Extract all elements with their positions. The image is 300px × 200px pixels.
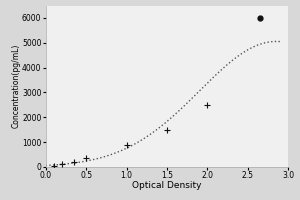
X-axis label: Optical Density: Optical Density (132, 181, 202, 190)
Y-axis label: Concentration(pg/mL): Concentration(pg/mL) (12, 44, 21, 128)
